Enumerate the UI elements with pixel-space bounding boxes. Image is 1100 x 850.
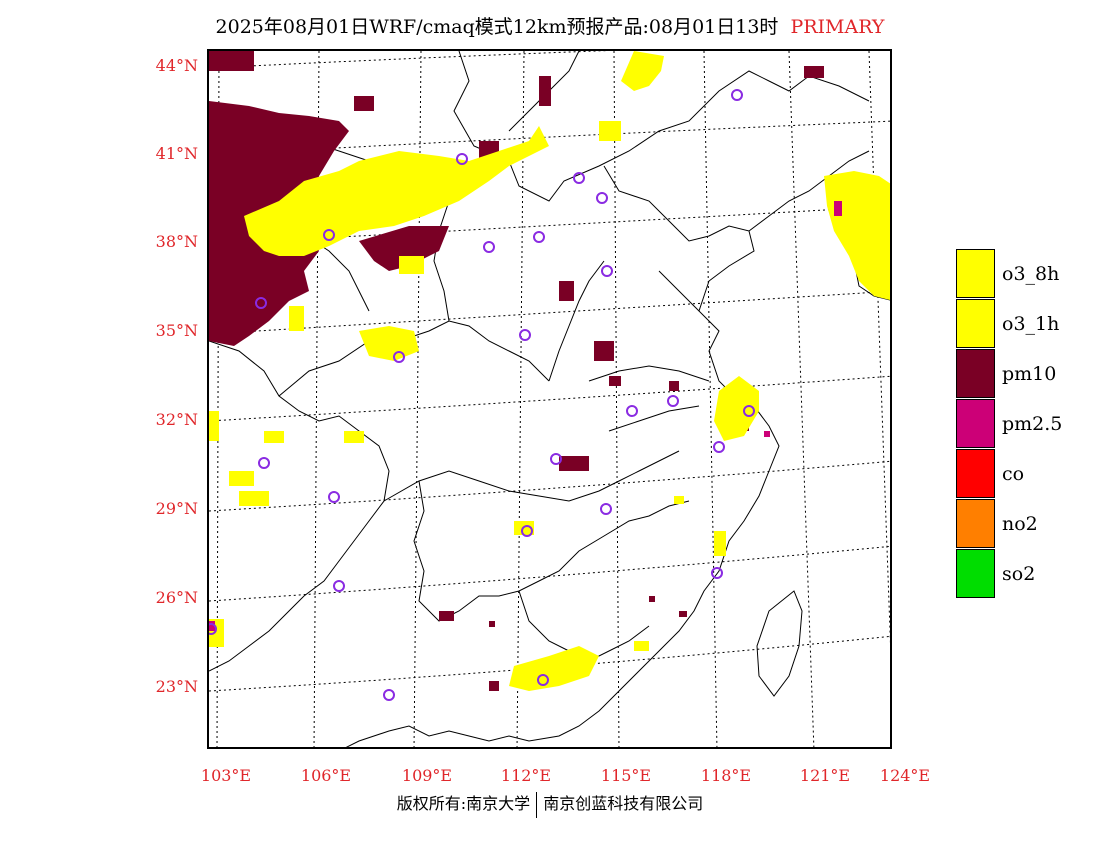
pm25-areas	[209, 201, 842, 631]
forecast-map	[209, 51, 890, 747]
legend-label: o3_1h	[1002, 313, 1060, 335]
map-title: 2025年08月01日WRF/cmaq模式12km预报产品:08月01日13时 P…	[0, 12, 1100, 39]
copyright-left: 版权所有:南京大学	[396, 794, 531, 813]
legend-swatch	[956, 549, 995, 598]
legend-label: pm10	[1002, 363, 1057, 385]
lat-label-44: 44°N	[155, 56, 198, 75]
legend-swatch	[956, 299, 995, 348]
map-area[interactable]	[207, 49, 892, 749]
legend-label: no2	[1002, 513, 1038, 535]
legend-swatch	[956, 349, 995, 398]
lat-label-23: 23°N	[155, 677, 198, 696]
lon-label-121: 121°E	[799, 766, 851, 785]
legend-swatch	[956, 449, 995, 498]
lon-label-109: 109°E	[401, 766, 453, 785]
copyright-footer: 版权所有:南京大学 南京创蓝科技有限公司	[0, 790, 1100, 818]
footer-separator	[536, 791, 538, 818]
lon-label-112: 112°E	[500, 766, 552, 785]
title-primary-tag: PRIMARY	[790, 16, 885, 38]
copyright-right: 南京创蓝科技有限公司	[543, 794, 704, 813]
lat-label-35: 35°N	[155, 321, 198, 340]
lon-label-118: 118°E	[700, 766, 752, 785]
lat-label-41: 41°N	[155, 144, 198, 163]
lon-label-106: 106°E	[300, 766, 352, 785]
lat-label-32: 32°N	[155, 410, 198, 429]
lat-label-38: 38°N	[155, 232, 198, 251]
legend-label: pm2.5	[1002, 413, 1063, 435]
station-markers	[209, 89, 755, 701]
title-text: 2025年08月01日WRF/cmaq模式12km预报产品:08月01日13时	[215, 16, 779, 38]
lat-label-29: 29°N	[155, 499, 198, 518]
lon-label-103: 103°E	[200, 766, 252, 785]
legend-swatch	[956, 249, 995, 298]
legend-swatch	[956, 399, 995, 448]
lon-label-115: 115°E	[600, 766, 652, 785]
lon-label-124: 124°E	[879, 766, 931, 785]
lat-label-26: 26°N	[155, 588, 198, 607]
legend-label: so2	[1002, 563, 1036, 585]
legend-label: o3_8h	[1002, 263, 1060, 285]
legend-swatch	[956, 499, 995, 548]
legend-label: co	[1002, 463, 1025, 485]
